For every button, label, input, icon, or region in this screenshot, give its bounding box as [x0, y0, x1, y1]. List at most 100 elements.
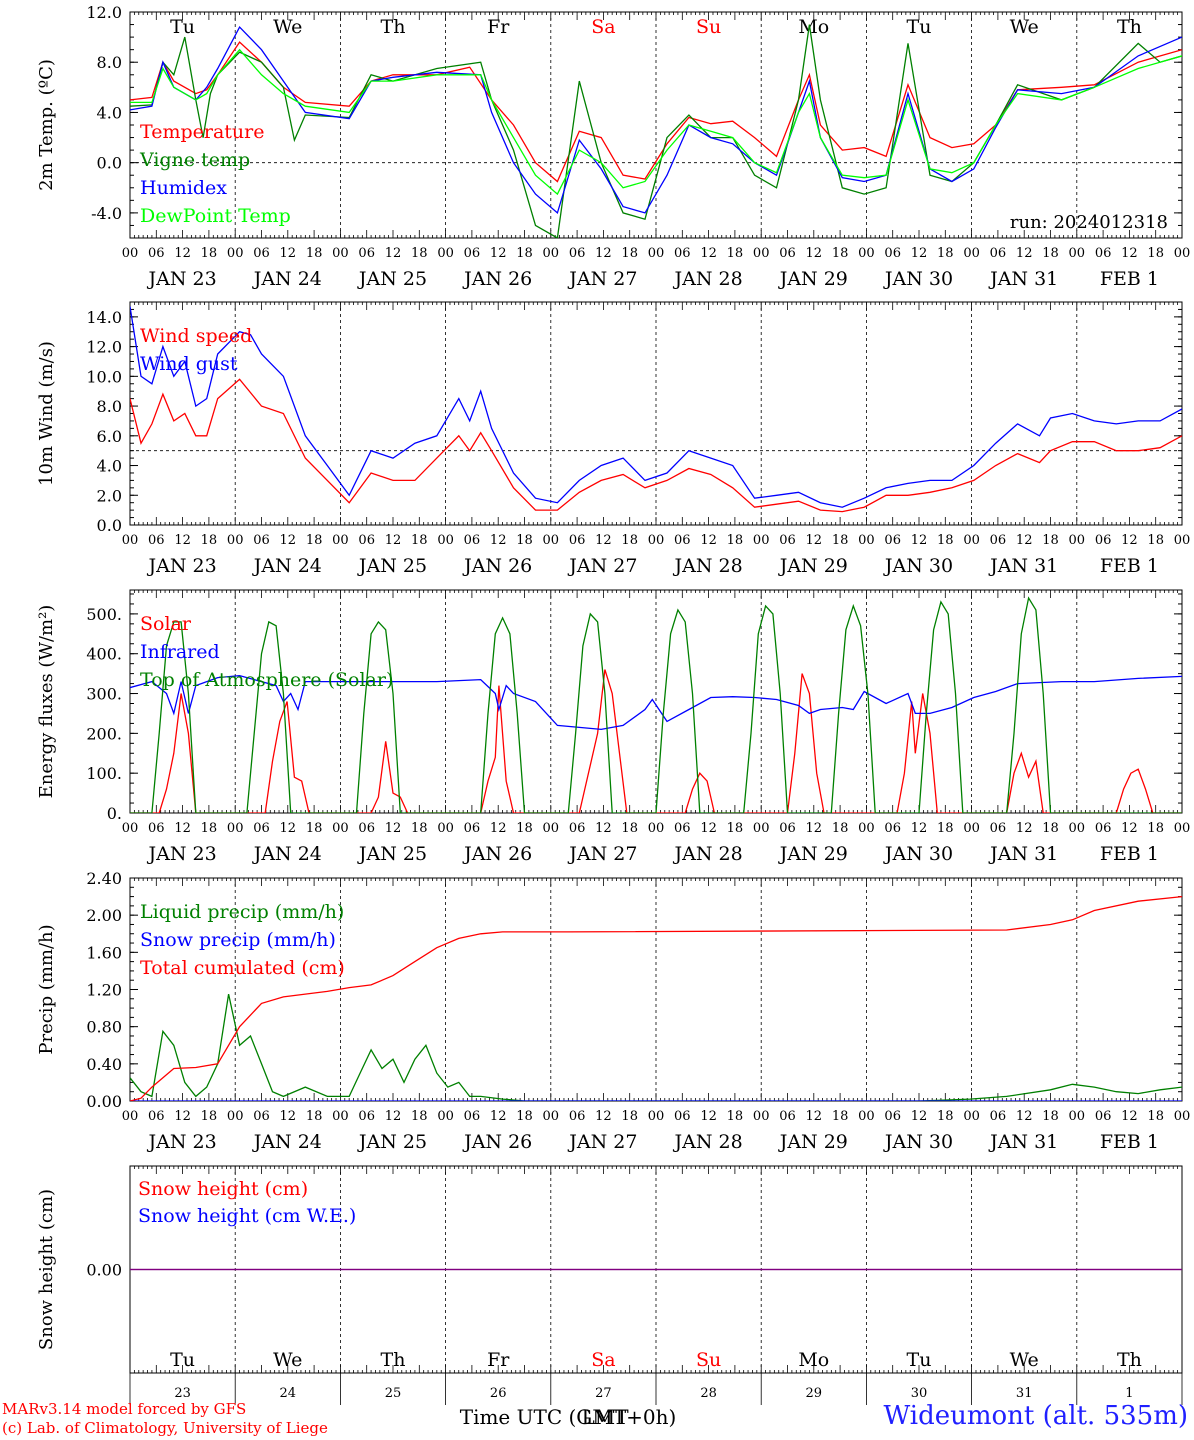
- x-day-label: JAN 26: [462, 268, 532, 290]
- y-tick-label: 2.00: [86, 906, 122, 925]
- series-line-wind-1: [130, 306, 1182, 508]
- x-hour-label: 06: [990, 246, 1007, 261]
- x-hour-label: 18: [832, 821, 849, 836]
- day-number-label: 30: [911, 1386, 928, 1401]
- x-day-label: JAN 25: [357, 843, 427, 865]
- y-tick-label: 1.60: [86, 943, 122, 962]
- day-number-label: 29: [806, 1386, 823, 1401]
- y-tick-label: 0.: [107, 804, 122, 823]
- x-day-label: JAN 25: [357, 555, 427, 577]
- weekday-label: Th: [1117, 16, 1142, 38]
- x-day-label: JAN 25: [357, 268, 427, 290]
- x-day-label: JAN 31: [988, 555, 1058, 577]
- weekday-label: Sa: [591, 1349, 615, 1371]
- x-hour-label: 18: [1042, 533, 1059, 548]
- y-tick-label: 2.40: [86, 869, 122, 888]
- x-hour-label: 12: [806, 533, 823, 548]
- x-day-label: JAN 29: [778, 268, 848, 290]
- y-tick-label: 4.0: [97, 103, 122, 122]
- legend-entry: Liquid precip (mm/h): [140, 901, 344, 923]
- x-hour-label: 06: [884, 821, 901, 836]
- x-hour-label: 00: [963, 533, 980, 548]
- x-hour-label: 06: [779, 821, 796, 836]
- x-hour-label: 06: [990, 1109, 1007, 1124]
- x-hour-label: 12: [385, 1109, 402, 1124]
- x-hour-label: 18: [621, 821, 638, 836]
- x-hour-label: 00: [437, 246, 454, 261]
- y-tick-label: 300.: [86, 685, 122, 704]
- x-day-label: JAN 28: [673, 268, 743, 290]
- weekday-label: Su: [696, 1349, 721, 1371]
- x-hour-label: 18: [411, 246, 428, 261]
- x-hour-label: 00: [543, 246, 560, 261]
- series-line-precip-2: [130, 895, 1182, 1101]
- legend-entry: Snow height (cm W.E.): [138, 1205, 356, 1227]
- series-line-temp-0: [130, 41, 1182, 183]
- x-hour-label: 00: [858, 246, 875, 261]
- x-hour-label: 00: [753, 821, 770, 836]
- x-hour-label: 06: [253, 246, 270, 261]
- series-line-energy-1: [130, 674, 1182, 731]
- x-day-label: JAN 24: [252, 843, 322, 865]
- plot-frame: [129, 589, 1183, 814]
- x-hour-label: 18: [1042, 821, 1059, 836]
- x-day-label: JAN 30: [883, 268, 953, 290]
- x-hour-label: 18: [1147, 246, 1164, 261]
- x-hour-label: 18: [411, 821, 428, 836]
- weekday-label: Tu: [907, 1349, 932, 1371]
- y-tick-label: 12.0: [86, 3, 122, 22]
- x-hour-label: 06: [990, 533, 1007, 548]
- x-hour-label: 12: [1121, 533, 1138, 548]
- x-hour-label: 18: [306, 533, 323, 548]
- x-hour-label: 18: [516, 533, 533, 548]
- x-hour-label: 06: [358, 1109, 375, 1124]
- x-hour-label: 12: [700, 246, 717, 261]
- x-hour-label: 18: [621, 533, 638, 548]
- model-line: MARv3.14 model forced by GFS: [2, 1400, 247, 1418]
- x-day-label: JAN 27: [567, 555, 637, 577]
- weekday-label: We: [273, 1349, 302, 1371]
- y-axis-label: 2m Temp. (ºC): [36, 59, 57, 191]
- x-hour-label: 00: [648, 533, 665, 548]
- x-hour-label: 12: [595, 821, 612, 836]
- y-tick-label: 14.0: [86, 308, 122, 327]
- x-hour-label: 18: [1147, 821, 1164, 836]
- station-name: Wideumont (alt. 535m): [883, 1401, 1188, 1431]
- series-line-energy-2: [130, 596, 1182, 813]
- legend-entry: Wind gust: [140, 353, 238, 375]
- x-hour-label: 00: [1069, 533, 1086, 548]
- panel-temp: -4.0 0.0 4.0 8.0 12.0 2m Temp. (ºC) 00 06 12 18 00…: [36, 3, 1190, 290]
- x-day-label: JAN 25: [357, 1131, 427, 1153]
- x-hour-label: 18: [937, 1109, 954, 1124]
- x-hour-label: 12: [1016, 821, 1033, 836]
- weekday-label: Fr: [487, 16, 510, 38]
- x-hour-label: 06: [464, 821, 481, 836]
- x-hour-label: 18: [727, 821, 744, 836]
- x-hour-label: 18: [621, 246, 638, 261]
- legend-entry: Snow height (cm): [138, 1178, 308, 1200]
- x-day-label: JAN 23: [147, 555, 217, 577]
- y-tick-label: -4.0: [91, 204, 122, 223]
- y-tick-label: 10.0: [86, 367, 122, 386]
- weekday-label: Th: [381, 1349, 406, 1371]
- x-hour-label: 06: [464, 1109, 481, 1124]
- legend-entry: Total cumulated (cm): [140, 957, 345, 979]
- x-hour-label: 00: [332, 533, 349, 548]
- x-hour-label: 06: [884, 533, 901, 548]
- y-axis-label: Precip (mm/h): [36, 924, 57, 1054]
- x-day-label: JAN 24: [252, 1131, 322, 1153]
- credit-line: (c) Lab. of Climatology, University of L…: [2, 1419, 328, 1437]
- y-tick-label: 4.0: [97, 457, 122, 476]
- x-hour-label: 12: [806, 821, 823, 836]
- x-hour-label: 18: [727, 1109, 744, 1124]
- legend-entry: Wind speed: [140, 325, 252, 347]
- x-hour-label: 00: [753, 1109, 770, 1124]
- y-tick-label: 8.0: [97, 397, 122, 416]
- x-hour-label: 06: [569, 533, 586, 548]
- x-hour-label: 12: [490, 246, 507, 261]
- panel-energy: 0. 100. 200. 300. 400. 500. Energy fluxes (W/m…: [36, 589, 1190, 865]
- day-number-label: 23: [174, 1386, 191, 1401]
- x-hour-label: 00: [543, 533, 560, 548]
- day-number-label: 1: [1125, 1386, 1133, 1401]
- x-hour-label: 18: [937, 246, 954, 261]
